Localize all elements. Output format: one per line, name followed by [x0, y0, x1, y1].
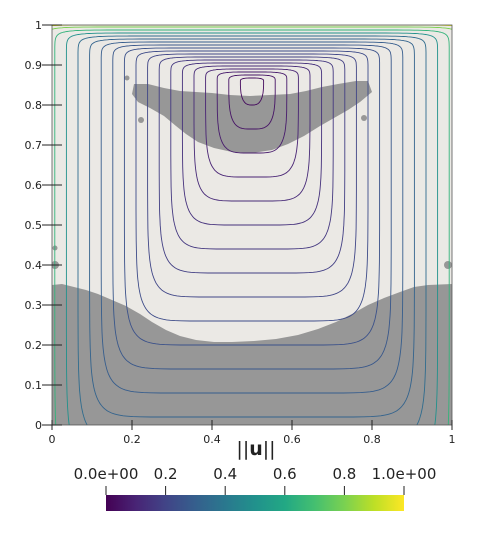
- y-axis: 0 0.1 0.2 0.3 0.4 0.5 0.6 0.7 0.8 0.9 1: [25, 19, 62, 432]
- contour-line: [112, 44, 392, 370]
- x-axis: 0 0.2 0.4 0.6 0.8 1: [49, 420, 456, 446]
- colorbar-tick-label: 0.0e+00: [74, 465, 139, 483]
- dark-speck: [138, 117, 144, 123]
- y-tick-label: 0.7: [25, 139, 43, 152]
- contour-line: [205, 68, 299, 178]
- y-tick-label: 0.2: [25, 339, 43, 352]
- y-tick-label: 0.8: [25, 99, 43, 112]
- contour-line: [100, 41, 404, 394]
- colorbar-ticks: 0.0e+00 0.2 0.4 0.6 0.8 1.0e+00: [74, 465, 437, 495]
- contour-line: [77, 35, 427, 425]
- colorbar-tick-label: 0.4: [213, 465, 237, 483]
- x-tick-label: 1: [449, 433, 456, 446]
- colorbar-tick-label: 0.8: [332, 465, 356, 483]
- contour-line: [239, 77, 265, 106]
- dark-speck: [124, 75, 130, 81]
- contour-line: [193, 65, 311, 202]
- velocity-contours: [52, 25, 452, 425]
- contour-line: [89, 38, 415, 418]
- y-tick-label: 0.9: [25, 59, 43, 72]
- y-tick-label: 0: [35, 419, 42, 432]
- x-tick-label: 0.6: [283, 433, 301, 446]
- y-tick-label: 0.3: [25, 299, 43, 312]
- contour-line: [65, 32, 439, 425]
- contour-line: [170, 59, 334, 250]
- x-tick-label: 0.2: [123, 433, 141, 446]
- x-tick-label: 0: [49, 433, 56, 446]
- colorbar-tick-label: 0.6: [273, 465, 297, 483]
- contour-line: [135, 50, 369, 322]
- dark-speck: [361, 115, 367, 121]
- y-tick-label: 0.4: [25, 259, 43, 272]
- y-tick-label: 0.5: [25, 219, 43, 232]
- colorbar-gradient: [106, 495, 404, 511]
- colorbar-title: ||u||: [236, 438, 275, 460]
- y-tick-label: 0.6: [25, 179, 43, 192]
- x-tick-label: 0.4: [203, 433, 221, 446]
- contour-line: [158, 56, 346, 274]
- colorbar-tick-label: 0.2: [154, 465, 178, 483]
- contour-line: [181, 62, 323, 226]
- contour-line: [147, 53, 357, 298]
- dark-speck: [444, 261, 452, 269]
- contour-line: [54, 29, 450, 425]
- x-tick-label: 0.8: [363, 433, 381, 446]
- contour-line: [123, 47, 381, 346]
- lower-dark-region: [52, 284, 452, 425]
- y-tick-label: 1: [35, 19, 42, 32]
- upper-dark-region: [132, 81, 372, 153]
- y-tick-label: 0.1: [25, 379, 43, 392]
- colorbar: ||u|| 0.0e+00 0.2 0.4 0.6 0.8 1.0e+00: [74, 438, 437, 511]
- contour-line: [216, 71, 288, 154]
- contour-line: [52, 26, 452, 30]
- colorbar-tick-label: 1.0e+00: [372, 465, 437, 483]
- contour-line: [228, 74, 276, 130]
